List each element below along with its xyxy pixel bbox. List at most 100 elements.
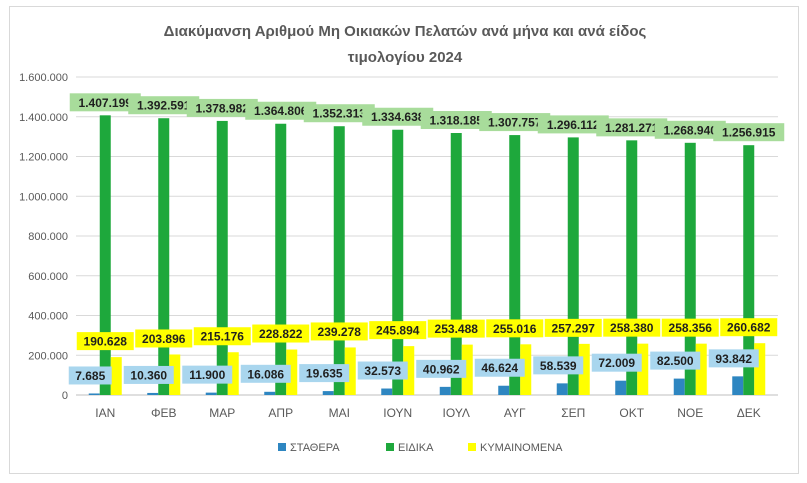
data-labels: 1.407.199 190.628 7.685 1.392.591 203.896 10.… — [68, 93, 785, 385]
data-label-box — [69, 93, 141, 112]
data-label: 1.307.757 — [488, 116, 542, 130]
data-label: 253.488 — [435, 322, 479, 336]
data-label-box — [240, 364, 291, 383]
bar-ειδικα — [392, 129, 404, 395]
y-tick-label: 1.400.000 — [19, 112, 68, 124]
data-label: 257.297 — [552, 321, 596, 335]
data-label-box — [474, 358, 525, 377]
bar-κυμαινομενα — [227, 352, 239, 395]
bar-κυμαινομενα — [520, 344, 532, 395]
legend-swatch — [468, 443, 476, 451]
x-category-label: ΙΑΝ — [95, 406, 115, 420]
data-label: 72.009 — [598, 356, 635, 370]
data-label-box — [650, 351, 701, 370]
data-label-box — [186, 98, 258, 117]
x-category-label: ΜΑΙ — [329, 406, 350, 420]
data-label: 190.628 — [84, 335, 128, 349]
y-tick-label: 200.000 — [28, 350, 68, 362]
y-tick-label: 600.000 — [28, 271, 68, 283]
x-category-label: ΔΕΚ — [737, 406, 761, 420]
chart-title-line2: τιμολογίου 2024 — [348, 49, 463, 66]
data-label-box — [182, 365, 233, 384]
data-label-box — [357, 361, 408, 380]
data-label: 58.539 — [540, 359, 577, 373]
data-label: 1.281.271 — [605, 121, 659, 135]
bar-ειδικα — [158, 118, 170, 396]
bar-σταθερα — [498, 385, 510, 395]
data-label: 1.352.313 — [313, 107, 367, 121]
data-label: 1.392.591 — [137, 99, 191, 113]
data-label: 7.685 — [75, 369, 105, 383]
data-label-box — [245, 101, 317, 120]
data-label: 32.573 — [364, 364, 401, 378]
bar-σταθερα — [322, 391, 334, 395]
bar-σταθερα — [205, 392, 217, 395]
data-label: 258.356 — [669, 321, 713, 335]
x-category-label: ΑΥΓ — [504, 406, 526, 420]
bar-κυμαινομενα — [695, 343, 707, 395]
y-tick-label: 800.000 — [28, 231, 68, 243]
bar-σταθερα — [615, 380, 627, 395]
data-label: 1.364.806 — [254, 104, 308, 118]
x-category-label: ΑΠΡ — [268, 406, 293, 420]
bar-σταθερα — [264, 391, 276, 395]
y-tick-label: 1.600.000 — [19, 72, 68, 84]
data-label: 1.296.112 — [547, 118, 600, 132]
data-label-box — [713, 123, 785, 142]
bar-ειδικα — [509, 135, 521, 395]
bar-κυμαινομενα — [169, 354, 181, 395]
data-label-box — [720, 318, 778, 337]
data-label: 16.086 — [247, 367, 284, 381]
data-label: 203.896 — [142, 332, 186, 346]
bar-κυμαινομενα — [403, 346, 415, 395]
bar-σταθερα — [556, 383, 568, 395]
data-label-box — [533, 356, 584, 375]
data-label-box — [708, 349, 759, 368]
bar-ειδικα — [626, 140, 638, 395]
data-label-box — [310, 322, 368, 341]
data-label-box — [654, 120, 726, 139]
data-label: 260.682 — [727, 321, 771, 335]
data-label-box — [193, 327, 251, 346]
data-label: 1.378.982 — [196, 101, 250, 115]
bars — [88, 115, 766, 396]
data-label-box — [427, 319, 485, 338]
y-axis-ticks: 0 200.000 400.000 600.000 800.000 1.000.000 1.… — [19, 72, 68, 402]
bar-ειδικα — [216, 120, 228, 395]
chart-container — [9, 6, 799, 474]
bar-ειδικα — [567, 137, 579, 395]
legend-label: ΕΙΔΙΚΑ — [398, 442, 434, 454]
x-category-label: ΣΕΠ — [561, 406, 585, 420]
data-label-box — [537, 115, 609, 134]
bar-ειδικα — [275, 123, 287, 395]
legend-label: ΚΥΜΑΙΝΟΜΕΝΑ — [480, 442, 563, 454]
data-label: 1.318.185 — [430, 114, 484, 128]
data-label-box — [128, 96, 200, 115]
bar-κυμαινομενα — [286, 349, 298, 395]
bar-σταθερα — [673, 378, 685, 395]
x-category-label: ΦΕΒ — [151, 406, 177, 420]
x-category-label: ΙΟΥΝ — [383, 406, 412, 420]
data-label: 215.176 — [201, 330, 245, 344]
data-label: 228.822 — [259, 327, 303, 341]
data-label-box — [591, 353, 642, 372]
bar-ειδικα — [333, 126, 345, 396]
x-category-label: ΙΟΥΛ — [443, 406, 470, 420]
data-label-box — [661, 318, 719, 337]
y-tick-label: 400.000 — [28, 311, 68, 323]
bar-ειδικα — [684, 142, 696, 395]
bar-ειδικα — [99, 115, 111, 395]
data-label: 19.635 — [306, 367, 343, 381]
y-tick-label: 1.000.000 — [19, 191, 68, 203]
bar-κυμαινομενα — [461, 344, 473, 395]
data-label: 82.500 — [657, 354, 694, 368]
data-label: 245.894 — [376, 324, 420, 338]
data-label-box — [123, 365, 174, 384]
data-label: 10.360 — [130, 368, 167, 382]
x-category-label: ΝΟΕ — [677, 406, 703, 420]
data-label-box — [76, 332, 134, 351]
x-axis-categories: ΙΑΝ ΦΕΒ ΜΑΡ ΑΠΡ ΜΑΙ ΙΟΥΝ ΙΟΥΛ ΑΥΓ ΣΕΠ ΟΚΤ ΝΟΕ ΔΕΚ — [95, 406, 761, 420]
data-label: 1.334.638 — [371, 110, 425, 124]
bar-ειδικα — [743, 145, 755, 395]
